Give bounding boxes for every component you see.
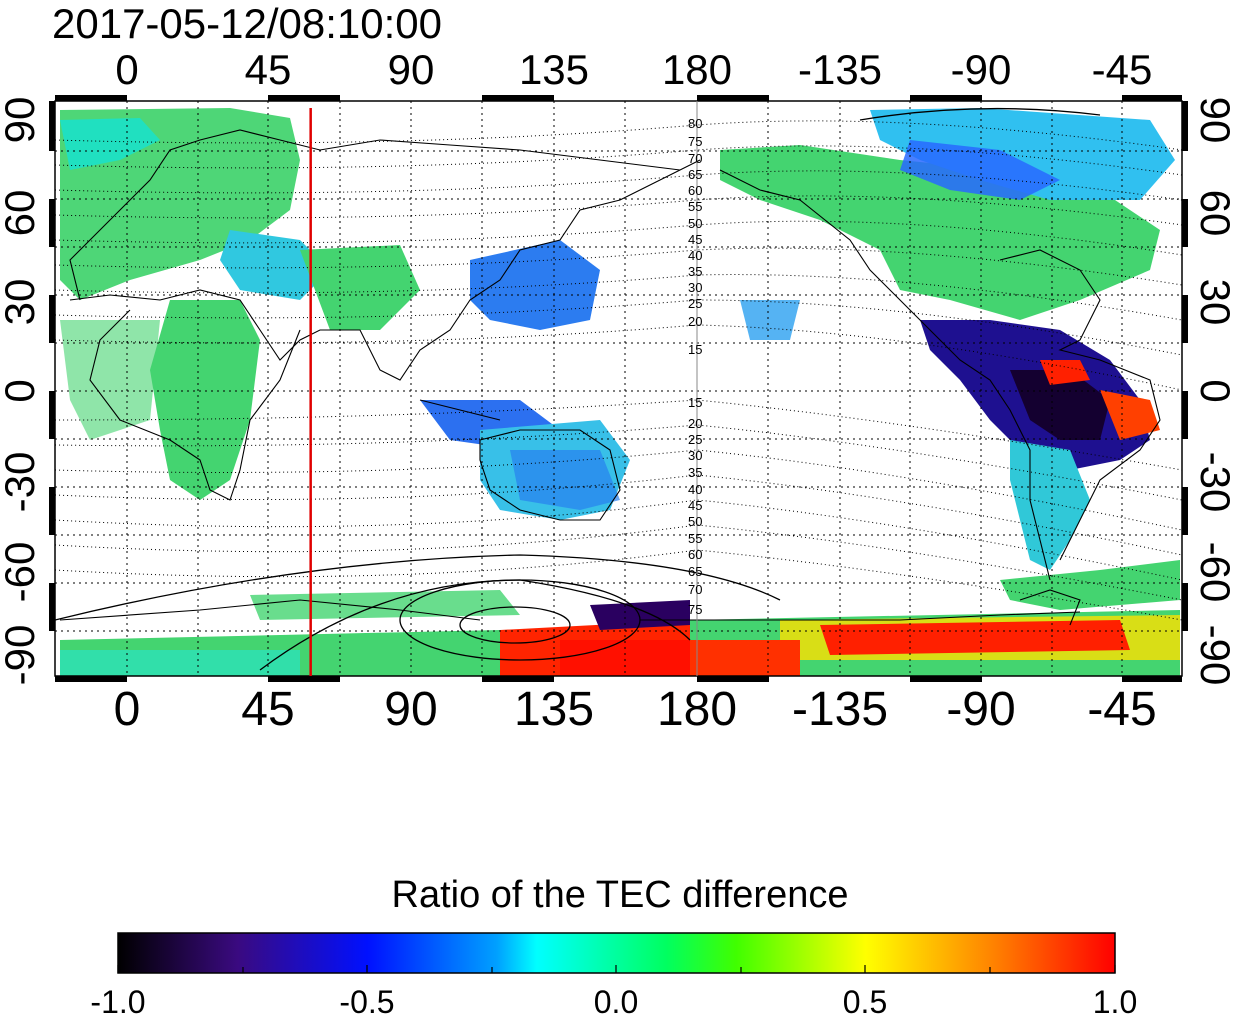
contour-label: 55 — [688, 199, 702, 214]
contour-label: 30 — [688, 280, 702, 295]
x-tick-bottom: -135 — [791, 683, 889, 736]
contour-label: 65 — [688, 564, 702, 579]
x-tick-top: 180 — [661, 46, 733, 93]
frame-ticks — [49, 95, 1188, 682]
contour-label: 75 — [688, 602, 702, 617]
contour-label: 15 — [688, 395, 702, 410]
contour-label: 60 — [688, 183, 702, 198]
contour-label: 50 — [688, 216, 702, 231]
contour-label: 70 — [688, 582, 702, 597]
colorbar-ticks — [117, 965, 1116, 973]
contour-label: 35 — [688, 465, 702, 480]
colorbar-tick-label: 1.0 — [1092, 984, 1138, 1020]
contour-label: 60 — [688, 547, 702, 562]
x-tick-top: 45 — [244, 46, 292, 93]
x-tick-top: -135 — [797, 46, 883, 93]
contour-label: 25 — [688, 296, 702, 311]
x-tick-bottom: 0 — [113, 683, 141, 736]
contour-label: 25 — [688, 432, 702, 447]
contour-label: 30 — [688, 448, 702, 463]
colorbar-tick-label: -0.5 — [339, 984, 395, 1020]
contour-label: 75 — [688, 134, 702, 149]
contour-label: 40 — [688, 248, 702, 263]
x-tick-bottom: -90 — [946, 683, 1016, 736]
x-tick-top: -90 — [950, 46, 1012, 93]
x-tick-top: 0 — [115, 46, 139, 93]
colorbar-title: Ratio of the TEC difference — [391, 874, 849, 916]
x-tick-top: 90 — [387, 46, 435, 93]
timestamp-title: 2017-05-12/08:10:00 — [52, 0, 442, 47]
plot-frame — [54, 100, 1183, 677]
contour-label: 45 — [688, 232, 702, 247]
contour-labels-north: 80 75 70 65 60 55 50 45 40 35 30 25 20 1… — [688, 116, 702, 357]
contour-label: 20 — [688, 416, 702, 431]
colorbar — [117, 932, 1116, 974]
contour-label: 50 — [688, 514, 702, 529]
x-tick-bottom: 135 — [513, 683, 595, 736]
contour-label: 20 — [688, 314, 702, 329]
x-tick-top: -45 — [1091, 46, 1153, 93]
graticule — [55, 101, 1182, 676]
contour-label: 45 — [688, 498, 702, 513]
x-tick-top: 135 — [518, 46, 590, 93]
x-tick-bottom: 45 — [241, 683, 295, 736]
data-patches — [60, 108, 1180, 676]
contour-label: 65 — [688, 167, 702, 182]
magnetic-contours — [55, 120, 1182, 621]
coastlines — [59, 129, 1161, 626]
x-tick-bottom: -45 — [1087, 683, 1157, 736]
contour-label: 70 — [688, 151, 702, 166]
colorbar-tick-label: 0.5 — [842, 984, 888, 1020]
contour-label: 55 — [688, 531, 702, 546]
tec-map: 80 75 70 65 60 55 50 45 40 35 30 25 20 1… — [49, 95, 1188, 682]
contour-label: 80 — [688, 116, 702, 131]
contour-label: 40 — [688, 482, 702, 497]
x-tick-bottom: 180 — [656, 683, 738, 736]
colorbar-tick-label: -1.0 — [90, 984, 146, 1020]
x-tick-bottom: 90 — [384, 683, 438, 736]
colorbar-tick-label: 0.0 — [593, 984, 639, 1020]
contour-labels-south: 15 20 25 30 35 40 45 50 55 60 65 70 75 — [688, 395, 702, 617]
contour-label: 35 — [688, 264, 702, 279]
contour-label: 15 — [688, 342, 702, 357]
